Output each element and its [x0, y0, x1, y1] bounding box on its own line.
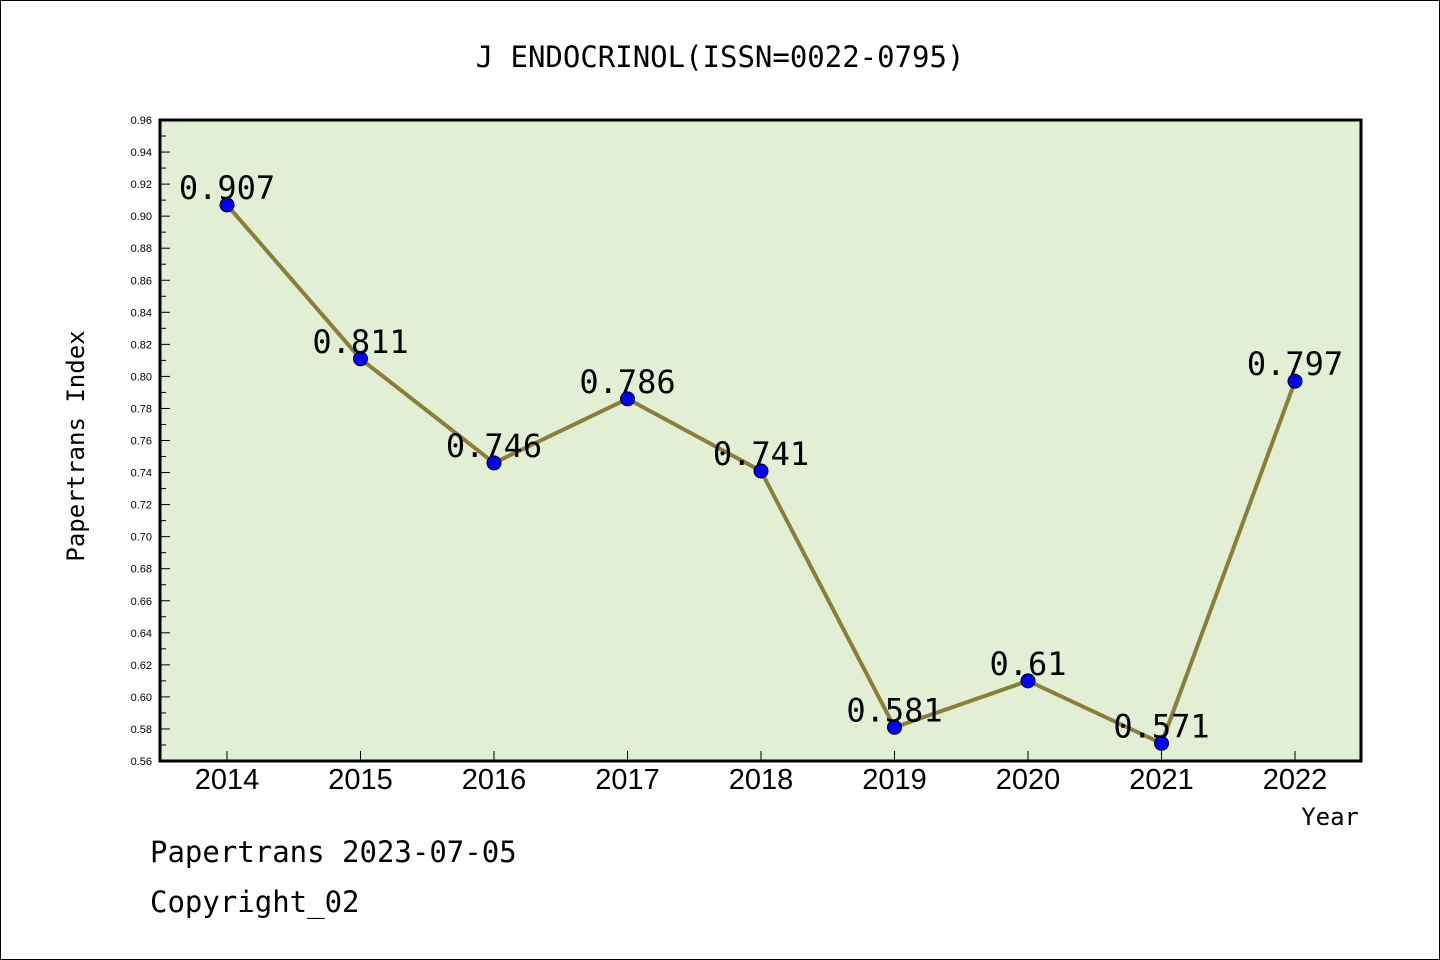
data-label: 0.786: [579, 363, 675, 401]
series-layer: 0.907 0.811 0.746 0.786 0.741 0.581 0.61 0.571 0…: [179, 169, 1343, 751]
y-tick-label: 0.88: [131, 243, 152, 255]
data-point: [353, 351, 368, 367]
y-tick-label: 0.94: [131, 147, 152, 159]
y-tick-label: 0.66: [131, 596, 152, 608]
y-tick-label: 0.90: [131, 211, 152, 223]
y-axis: 0.56 0.58 0.60 0.62 0.64 0.66 0.68 0.70 0.72 0.74…: [131, 115, 170, 768]
data-label: 0.811: [312, 323, 408, 361]
y-tick-label: 0.86: [131, 275, 152, 287]
footer-date: Papertrans 2023-07-05: [150, 835, 517, 869]
x-tick-label: 2016: [462, 764, 527, 796]
x-tick-label: 2017: [595, 764, 660, 796]
y-tick-label: 0.96: [131, 115, 152, 127]
data-label: 0.571: [1113, 707, 1209, 745]
data-label: 0.741: [713, 435, 809, 473]
x-tick-label: 2015: [328, 764, 393, 796]
data-point: [219, 197, 235, 213]
x-tick-label: 2014: [195, 764, 260, 796]
x-tick-label: 2022: [1263, 764, 1328, 796]
data-label: 0.746: [446, 427, 542, 465]
footer-copyright: Copyright_02: [150, 885, 360, 919]
x-axis-label: Year: [1301, 803, 1359, 831]
data-point: [1154, 735, 1169, 751]
y-tick-label: 0.56: [131, 756, 152, 768]
y-tick-label: 0.62: [131, 660, 152, 672]
data-point: [887, 719, 902, 735]
y-tick-label: 0.92: [131, 179, 152, 191]
data-point: [753, 463, 769, 479]
data-label: 0.907: [179, 169, 275, 207]
y-tick-label: 0.72: [131, 500, 152, 512]
data-label: 0.581: [846, 691, 942, 729]
data-point: [1287, 373, 1303, 389]
plot-area: [158, 118, 1363, 763]
data-label: 0.797: [1247, 345, 1343, 383]
data-point: [1020, 673, 1036, 689]
y-tick-label: 0.78: [131, 403, 152, 415]
data-point: [486, 455, 502, 471]
y-tick-label: 0.58: [131, 724, 152, 736]
y-tick-label: 0.64: [131, 628, 152, 640]
data-point: [620, 391, 635, 407]
x-tick-label: 2021: [1129, 764, 1194, 796]
y-axis-label: Papertrans Index: [62, 330, 90, 561]
x-tick-label: 2018: [729, 764, 794, 796]
y-tick-label: 0.70: [131, 532, 152, 544]
y-tick-label: 0.80: [131, 371, 152, 383]
y-tick-label: 0.76: [131, 436, 152, 448]
y-tick-label: 0.74: [131, 468, 152, 480]
y-tick-label: 0.84: [131, 307, 152, 319]
x-axis: 2014 2015 2016 2017 2018 2019 2020 2021 2022: [195, 751, 1328, 796]
data-label: 0.61: [989, 645, 1066, 683]
chart-title: J ENDOCRINOL(ISSN=0022-0795): [476, 40, 965, 74]
y-tick-label: 0.68: [131, 564, 152, 576]
x-tick-label: 2020: [996, 764, 1061, 796]
y-tick-label: 0.60: [131, 692, 152, 704]
x-tick-label: 2019: [862, 764, 927, 796]
y-tick-label: 0.82: [131, 339, 152, 351]
